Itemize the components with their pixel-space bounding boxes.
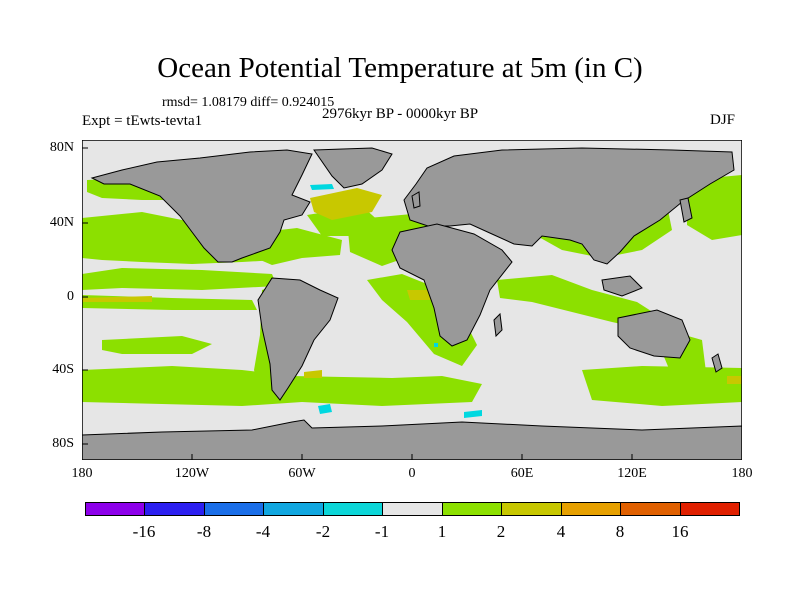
colorbar-label: 8 (615, 522, 625, 541)
y-tick-label: 80S (52, 436, 74, 451)
landmass-eurasia (403, 147, 735, 265)
x-tick-label: 120E (617, 466, 647, 481)
period-label: 2976kyr BP - 0000kyr BP (322, 106, 479, 122)
x-tick-label: 0 (408, 466, 416, 481)
landmass-madagascar (493, 312, 503, 338)
anomaly-regions-strong (82, 188, 742, 384)
y-tick-label: 40N (49, 215, 74, 230)
x-tick-label: 60E (510, 466, 534, 481)
season-label: DJF (710, 112, 736, 128)
x-tick-label: 60W (288, 466, 316, 481)
land-masses (82, 147, 742, 460)
colorbar-swatch (680, 503, 739, 515)
colorbar-swatch (323, 503, 384, 515)
colorbar-label: -4 (255, 522, 271, 541)
x-tick-label: 120W (174, 466, 210, 481)
colorbar-label: 16 (671, 522, 689, 541)
colorbar-swatch (621, 503, 681, 515)
colorbar-swatch (561, 503, 622, 515)
colorbar (85, 502, 740, 516)
colorbar-label: -1 (374, 522, 390, 541)
colorbar-label: -2 (315, 522, 331, 541)
stats-line: rmsd= 1.08179 diff= 0.924015 (162, 95, 335, 110)
colorbar-label: 4 (556, 522, 566, 541)
landmass-australia (617, 309, 691, 359)
map-plot (82, 140, 742, 460)
colorbar-swatch (442, 503, 503, 515)
landmass-indonesia (601, 275, 643, 297)
colorbar-swatch (86, 503, 146, 515)
colorbar-swatch (145, 503, 205, 515)
x-tick-label: 180 (731, 466, 753, 481)
colorbar-label: 1 (437, 522, 447, 541)
y-tick-label: 40S (52, 362, 74, 377)
landmass-antarctica (82, 419, 742, 460)
landmass-south-america (257, 277, 339, 401)
colorbar-swatch (264, 503, 324, 515)
axis-ticks (82, 147, 633, 460)
x-tick-label: 180 (71, 466, 93, 481)
landmass-africa (391, 223, 513, 347)
landmass-newzealand (711, 353, 723, 373)
colorbar-swatch (204, 503, 265, 515)
colorbar-swatch (383, 503, 443, 515)
colorbar-label: -16 (132, 522, 156, 541)
landmass-uk (411, 191, 421, 209)
colorbar-label: -8 (196, 522, 212, 541)
experiment-label: Expt = tEwts-tevta1 (82, 113, 203, 129)
y-tick-label: 0 (67, 289, 74, 304)
landmass-greenland (313, 147, 393, 189)
colorbar-swatch (502, 503, 562, 515)
anomaly-regions-cool (310, 184, 482, 418)
y-tick-label: 80N (49, 140, 74, 155)
landmass-north-america (90, 149, 313, 263)
chart-title: Ocean Potential Temperature at 5m (in C) (157, 52, 643, 84)
landmass-japan (679, 197, 693, 223)
colorbar-label: 2 (496, 522, 506, 541)
